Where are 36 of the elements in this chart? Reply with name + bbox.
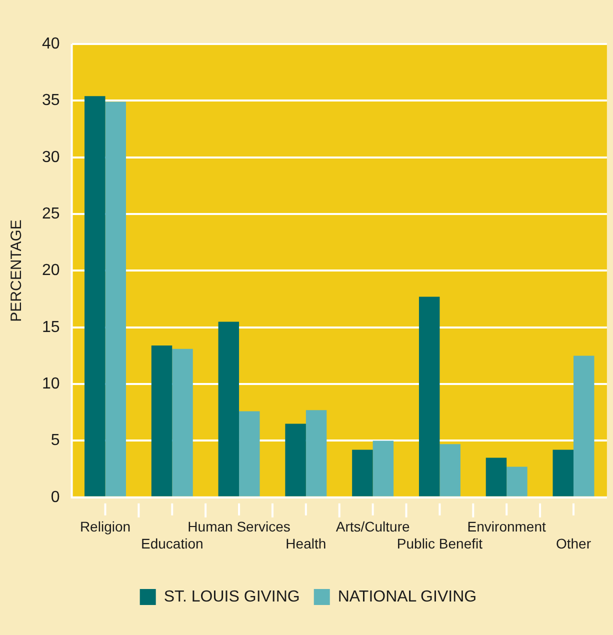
x-tick-label: Human Services: [188, 518, 290, 535]
bar: [105, 102, 126, 496]
bar: [218, 322, 240, 496]
bar: [573, 356, 594, 496]
bar: [372, 440, 394, 496]
y-tick-label: 30: [42, 148, 60, 166]
bar: [285, 424, 306, 496]
y-tick-label: 15: [42, 318, 60, 336]
y-tick-label: 5: [50, 432, 60, 450]
y-tick-label: 40: [42, 35, 60, 52]
bar: [552, 450, 574, 496]
legend-label: ST. LOUIS GIVING: [164, 588, 300, 606]
y-tick-label: 10: [42, 375, 60, 392]
bar: [306, 410, 327, 496]
bar: [418, 296, 440, 496]
y-tick-label: 0: [50, 488, 60, 506]
y-tick-label: 25: [42, 205, 60, 222]
x-tick-label: Education: [140, 535, 204, 552]
y-tick-label: 35: [42, 92, 60, 110]
bar: [172, 348, 193, 496]
x-tick-label: Other: [556, 535, 592, 552]
x-tick-label: Religion: [80, 518, 131, 535]
x-tick-label: Environment: [467, 518, 546, 535]
bar: [506, 466, 528, 496]
x-tick-label: Arts/Culture: [336, 518, 410, 535]
bar: [84, 96, 106, 496]
bar: [440, 444, 460, 496]
x-tick-label: Health: [286, 535, 326, 552]
bar: [239, 411, 260, 496]
bar: [486, 458, 507, 496]
legend-label: NATIONAL GIVING: [338, 588, 477, 606]
bar: [151, 346, 172, 496]
bar: [352, 450, 373, 496]
y-axis-title: PERCENTAGE: [8, 220, 26, 322]
x-tick-label: Public Benefit: [396, 535, 483, 552]
y-tick-label: 20: [42, 262, 60, 280]
